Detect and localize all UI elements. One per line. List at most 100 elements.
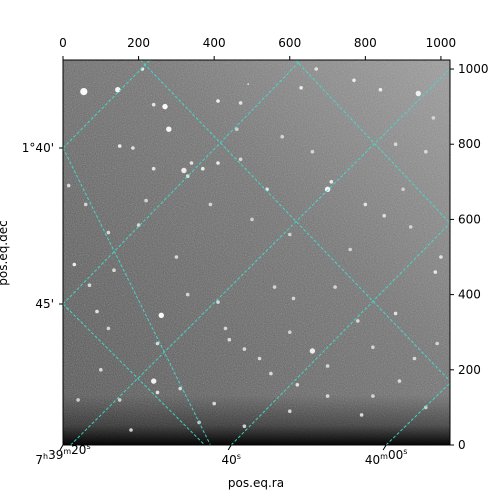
star [435,341,440,346]
right-tick-label: 0 [458,438,466,452]
star [95,309,99,314]
star [174,255,179,259]
star [378,87,383,92]
star [247,83,250,85]
star [181,167,187,174]
star [309,348,316,354]
star [129,428,133,432]
star [151,102,156,107]
star [117,398,122,402]
star [433,270,438,274]
dec-tick-label: 1°40' [22,141,54,155]
star [115,87,121,93]
grid-line [295,60,450,224]
y-axis-label: pos.eq.dec [0,220,10,285]
star [235,127,239,131]
star [314,67,319,71]
star [189,161,194,165]
grid-line [63,147,211,445]
top-tick-label: 0 [59,36,67,50]
star [371,394,375,398]
sky-image [63,60,450,445]
right-pixel-axis: 0 200 400 600 800 1000 [450,62,489,452]
star [352,78,356,83]
star [431,116,436,120]
top-tick-label: 400 [203,36,226,50]
right-tick-label: 1000 [458,62,489,76]
star [151,378,157,384]
ra-tick-label: 40s [221,452,240,467]
star [223,326,228,331]
star [397,379,402,383]
grid-line [140,60,450,382]
star [87,283,92,288]
grid-line [70,68,450,445]
top-tick-label: 600 [278,36,301,50]
dec-tick-label: 45' [35,297,54,311]
star [216,99,220,103]
star [227,337,232,342]
x-axis-label: pos.eq.ra [228,476,284,490]
star [208,202,213,207]
top-tick-label: 1000 [426,36,457,50]
star [269,371,273,376]
star [401,187,405,192]
star [348,247,353,252]
star [382,213,387,218]
star [216,300,220,304]
star [310,149,315,154]
star [178,386,182,391]
star [295,383,300,387]
star [155,341,160,346]
star [216,161,220,165]
star [424,149,428,154]
star [185,292,190,297]
top-tick-label: 200 [127,36,150,50]
star [166,126,172,132]
star [324,186,331,192]
coordinate-grid [63,60,450,445]
star [83,202,88,207]
star [393,311,398,316]
star [80,88,88,96]
top-pixel-axis: 0 200 400 600 800 1000 [59,36,456,60]
star [288,232,292,237]
star [99,368,103,372]
star [151,166,156,171]
star [131,146,135,150]
star [412,356,417,361]
star [117,144,122,148]
star [242,424,247,429]
star [162,103,168,110]
grid-line [63,60,151,149]
star [144,198,148,203]
star [329,180,334,184]
star [359,413,364,417]
star [291,296,296,301]
star [72,262,77,267]
star [112,268,116,273]
star [158,312,164,318]
star [201,166,205,171]
ra-tick-mark [59,444,64,451]
right-tick-label: 400 [458,288,481,302]
star [393,142,398,146]
star [238,157,243,162]
plot-frame [62,59,451,446]
dec-axis: 1°40' 45' [22,141,63,311]
star [333,285,337,289]
star [257,356,262,361]
ra-tick-label: 7h39m20s [35,442,90,467]
star [415,90,421,97]
star [238,101,243,105]
right-tick-label: 600 [458,212,481,226]
star [288,409,292,414]
star [299,86,303,90]
star [371,345,375,350]
grid-line [63,60,302,305]
star [136,223,141,227]
grid-line [230,222,450,445]
star [155,390,160,395]
star [363,202,368,207]
